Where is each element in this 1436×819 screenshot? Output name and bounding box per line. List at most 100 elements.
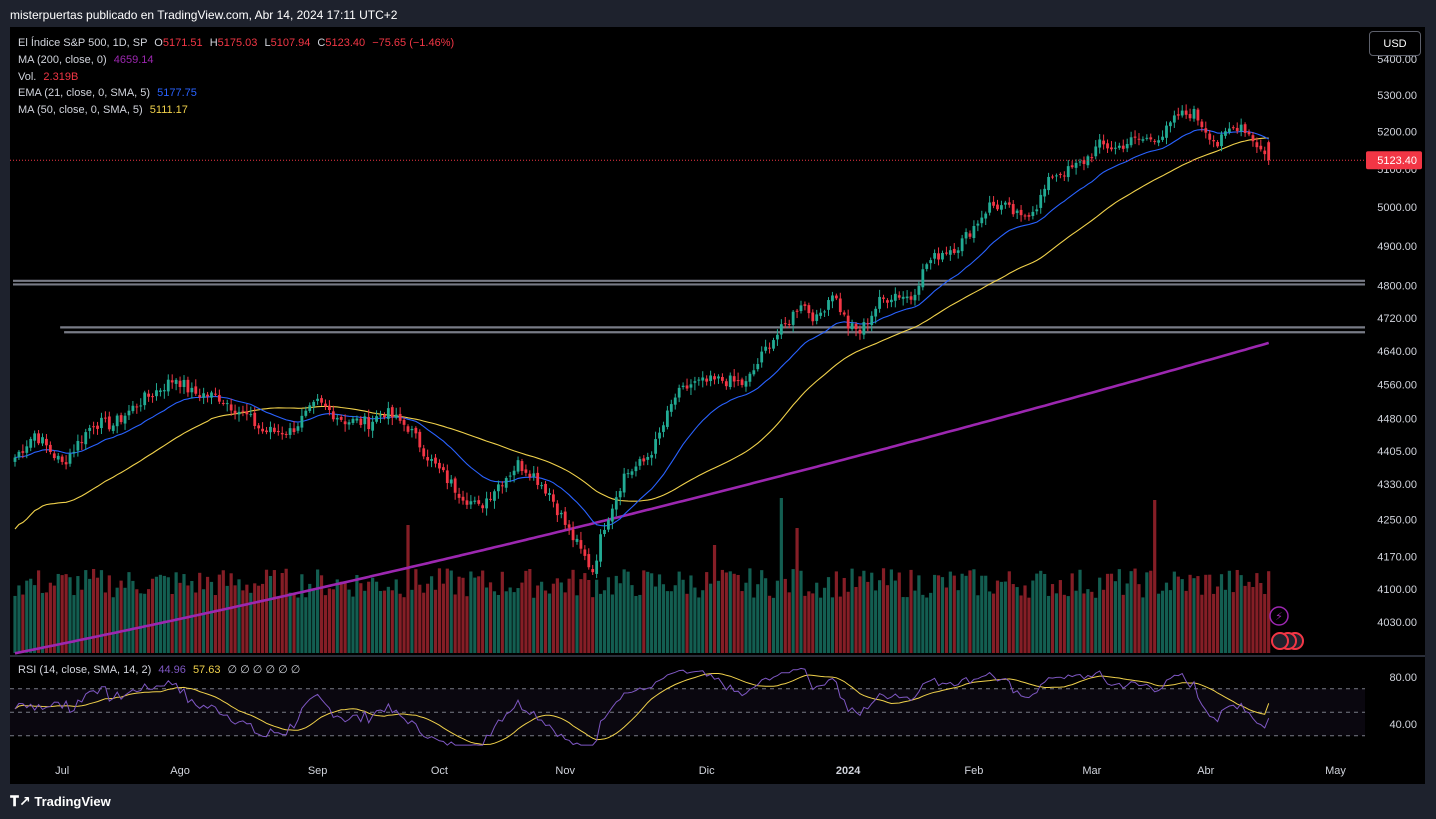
volume-bar [1121, 594, 1125, 653]
volume-bar [1145, 572, 1149, 653]
volume-bar [1219, 574, 1224, 653]
volume-bar [477, 576, 481, 653]
candle-body [1239, 124, 1243, 132]
candle-body [457, 493, 461, 498]
candle-body [882, 297, 885, 299]
volume-label: Vol. [18, 70, 37, 83]
volume-bar [1164, 582, 1169, 653]
volume-bar [909, 569, 913, 653]
candle-body [893, 293, 897, 301]
volume-bar [606, 577, 611, 653]
volume-bar [154, 576, 159, 653]
volume-bar [1031, 580, 1035, 653]
ma50-row[interactable]: MA (50, close, 0, SMA, 5) 5111.17 [18, 102, 454, 119]
ma200-row[interactable]: MA (200, close, 0) 4659.14 [18, 52, 454, 69]
candle-body [744, 381, 748, 387]
volume-bar [736, 574, 740, 653]
candle-body [764, 346, 768, 351]
close-value: 5123.40 [325, 37, 366, 49]
candle-body [705, 378, 709, 382]
close-label: C [317, 37, 326, 49]
candle-body [363, 416, 367, 425]
volume-bar [842, 577, 846, 653]
candle-body [968, 233, 972, 237]
volume-bar [205, 576, 210, 653]
us-flag-icon[interactable] [1271, 632, 1289, 650]
volume-bar [650, 573, 654, 653]
volume-bar [410, 589, 414, 653]
candle-body [1129, 137, 1133, 146]
candle-body [811, 312, 815, 322]
volume-bar [225, 585, 229, 653]
candle-body [945, 252, 948, 254]
chart-frame[interactable] [10, 27, 1425, 784]
volume-bar [111, 597, 115, 653]
candle-body [335, 417, 339, 420]
volume-bar [543, 590, 548, 653]
candle-body [799, 305, 803, 312]
candle-body [1208, 133, 1212, 140]
candle-body [909, 296, 913, 300]
candle-body [159, 390, 162, 392]
rsi-empty-values: ∅ ∅ ∅ ∅ ∅ ∅ [227, 664, 301, 676]
volume-bar [811, 593, 815, 653]
volume-bar [850, 568, 854, 653]
candle-body [371, 421, 375, 431]
candle-body [956, 250, 960, 253]
candle-body [693, 381, 697, 383]
candle-body [107, 416, 111, 430]
candle-body [379, 415, 382, 417]
candle-body [819, 312, 823, 316]
candle-body [1015, 210, 1019, 213]
volume-bar [980, 575, 984, 653]
volume-bar [681, 579, 685, 653]
volume-bar [803, 595, 807, 653]
rsi-legend[interactable]: RSI (14, close, SMA, 14, 2) 44.96 57.63 … [18, 663, 300, 676]
candle-body [162, 390, 166, 392]
volume-bar [378, 590, 383, 653]
candle-body [1062, 175, 1066, 177]
volume-bar [481, 570, 485, 653]
candle-body [202, 393, 206, 398]
currency-button[interactable]: USD [1369, 31, 1421, 56]
volume-bar [504, 591, 508, 653]
volume-bar [60, 575, 64, 653]
volume-bar [913, 590, 917, 653]
candle-body [866, 323, 870, 325]
price-axis-label: 4250.00 [1377, 515, 1417, 527]
candle-body [1102, 140, 1106, 145]
volume-bar [618, 583, 622, 653]
volume-bar [591, 597, 595, 653]
volume-bar [237, 579, 241, 653]
volume-bar [807, 591, 811, 653]
candle-body [1055, 175, 1058, 177]
candle-body [897, 295, 901, 298]
volume-bar [669, 591, 673, 653]
candle-body [324, 403, 327, 407]
candle-body [834, 295, 838, 299]
volume-bar [186, 585, 190, 653]
candle-body [214, 393, 217, 395]
candle-body [1243, 124, 1247, 133]
volume-bar [44, 592, 49, 653]
volume-bar [339, 581, 343, 653]
volume-bar [233, 585, 237, 653]
volume-bar [520, 582, 524, 653]
volume-bar [99, 570, 104, 653]
symbol-name[interactable]: El Índice S&P 500, 1D, SP [18, 37, 148, 49]
volume-bar [1078, 569, 1082, 653]
candle-body [1078, 161, 1082, 163]
volume-bar [1105, 573, 1110, 653]
ema21-row[interactable]: EMA (21, close, 0, SMA, 5) 5177.75 [18, 85, 454, 102]
volume-bar [775, 580, 780, 653]
candle-body [1039, 194, 1043, 208]
candle-body [170, 380, 174, 383]
candle-body [1153, 140, 1157, 142]
candle-body [272, 427, 276, 432]
rsi-ma-line [14, 673, 1270, 746]
flash-icon[interactable] [1269, 606, 1289, 626]
volume-row[interactable]: Vol. 2.319B [18, 69, 454, 86]
symbol-row: El Índice S&P 500, 1D, SP O5171.51 H5175… [18, 35, 454, 52]
ma50-value: 5111.17 [149, 104, 188, 117]
